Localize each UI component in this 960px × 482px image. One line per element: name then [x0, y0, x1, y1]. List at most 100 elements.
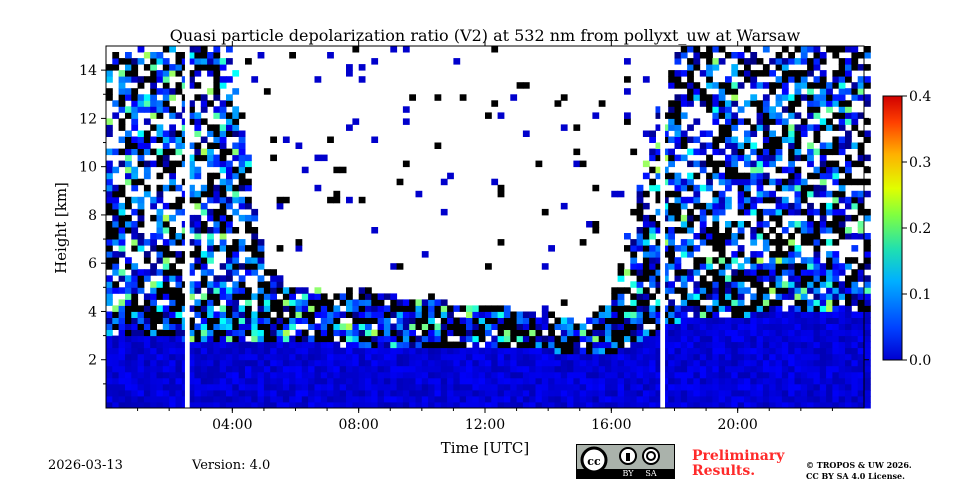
heatmap-cell: [529, 371, 536, 379]
heatmap-cell: [857, 190, 865, 198]
heatmap-cell: [453, 365, 461, 373]
heatmap-cell: [156, 383, 164, 391]
heatmap-cell: [137, 46, 145, 53]
heatmap-cell: [472, 305, 480, 312]
heatmap-cell: [744, 142, 751, 149]
heatmap-cell: [346, 293, 353, 300]
heatmap-cell: [143, 76, 151, 83]
heatmap-cell: [788, 329, 795, 337]
heatmap-cell: [731, 251, 739, 258]
heatmap-cell: [143, 359, 151, 367]
heatmap-cell: [832, 353, 840, 361]
heatmap-cell: [162, 184, 170, 192]
heatmap-cell: [282, 317, 290, 324]
heatmap-cell: [775, 239, 783, 246]
heatmap-cell: [674, 118, 682, 125]
heatmap-cell: [150, 160, 157, 168]
heatmap-cell: [150, 365, 157, 373]
heatmap-cell: [845, 154, 852, 162]
heatmap-cell: [156, 305, 164, 312]
heatmap-cell: [219, 227, 227, 234]
heatmap-cell: [485, 389, 492, 397]
heatmap-cell: [781, 106, 789, 113]
heatmap-cell: [106, 389, 113, 397]
heatmap-cell: [150, 299, 157, 306]
heatmap-cell: [276, 353, 284, 361]
heatmap-cell: [845, 341, 852, 349]
heatmap-cell: [238, 196, 246, 204]
heatmap-cell: [750, 335, 758, 343]
preliminary-notice: Preliminary Results.: [692, 449, 784, 479]
heatmap-cell: [238, 154, 246, 162]
heatmap-cell: [352, 46, 360, 53]
heatmap-cell: [358, 347, 366, 355]
heatmap-cell: [263, 88, 271, 95]
heatmap-cell: [819, 208, 827, 216]
heatmap-cell: [769, 142, 776, 149]
heatmap-cell: [573, 383, 581, 391]
heatmap-cell: [219, 389, 227, 397]
heatmap-cell: [257, 281, 265, 288]
heatmap-cell: [712, 118, 720, 125]
heatmap-cell: [560, 389, 568, 397]
heatmap-cell: [352, 335, 360, 343]
heatmap-cell: [762, 395, 770, 403]
heatmap-cell: [592, 323, 600, 330]
heatmap-cell: [213, 130, 221, 137]
heatmap-cell: [617, 275, 625, 282]
heatmap-cell: [687, 124, 694, 131]
heatmap-cell: [106, 263, 113, 270]
heatmap-cell: [320, 347, 328, 355]
heatmap-cell: [781, 178, 789, 186]
heatmap-cell: [756, 118, 764, 125]
heatmap-cell: [301, 402, 309, 409]
heatmap-cell: [383, 383, 391, 391]
heatmap-cell: [706, 329, 713, 337]
heatmap-cell: [649, 148, 656, 156]
heatmap-cell: [245, 323, 252, 330]
heatmap-cell: [529, 317, 536, 324]
heatmap-cell: [655, 323, 663, 330]
heatmap-cell: [725, 124, 732, 131]
heatmap-cell: [112, 251, 120, 258]
heatmap-cell: [548, 341, 555, 349]
heatmap-cell: [213, 329, 221, 337]
heatmap-cell: [245, 377, 252, 385]
heatmap-cell: [150, 377, 157, 385]
heatmap-cell: [744, 395, 751, 403]
heatmap-cell: [175, 293, 183, 300]
heatmap-cell: [333, 402, 341, 409]
heatmap-cell: [358, 293, 366, 300]
heatmap-cell: [390, 335, 398, 343]
heatmap-cell: [131, 196, 139, 204]
heatmap-cell: [687, 371, 694, 379]
heatmap-cell: [447, 371, 454, 379]
heatmap-cell: [270, 365, 277, 373]
heatmap-cell: [649, 377, 656, 385]
heatmap-cell: [535, 402, 543, 409]
heatmap-cell: [630, 281, 638, 288]
heatmap-cell: [415, 311, 423, 318]
heatmap-cell: [415, 190, 423, 198]
heatmap-cell: [864, 251, 871, 258]
heatmap-cell: [308, 377, 315, 385]
heatmap-cell: [219, 64, 227, 71]
heatmap-cell: [750, 233, 758, 240]
heatmap-cell: [605, 395, 612, 403]
heatmap-cell: [219, 402, 227, 409]
heatmap-cell: [295, 383, 303, 391]
heatmap-cell: [232, 299, 240, 306]
heatmap-cell: [118, 377, 126, 385]
heatmap-cell: [257, 371, 265, 379]
heatmap-cell: [503, 371, 511, 379]
heatmap-cell: [169, 263, 176, 270]
heatmap-cell: [725, 227, 732, 234]
heatmap-cell: [864, 275, 871, 282]
heatmap-cell: [851, 112, 859, 119]
heatmap-cell: [118, 82, 126, 89]
heatmap-cell: [510, 359, 518, 367]
heatmap-cell: [200, 323, 208, 330]
heatmap-cell: [674, 263, 682, 270]
heatmap-cell: [699, 311, 707, 318]
heatmap-cell: [845, 299, 852, 306]
